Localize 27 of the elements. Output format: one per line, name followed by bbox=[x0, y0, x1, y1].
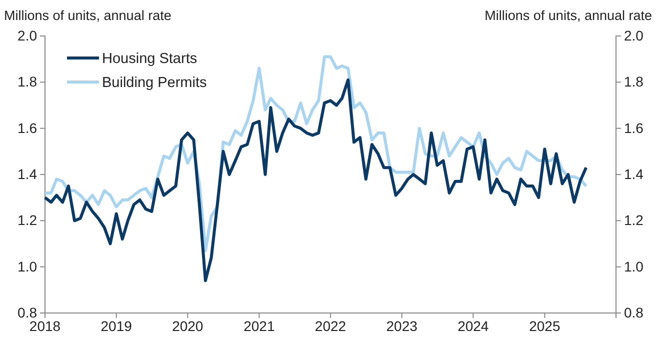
y2-axis-title: Millions of units, annual rate bbox=[484, 8, 652, 23]
x-tick-label: 2024 bbox=[458, 318, 489, 334]
y2-tick-label: 1.6 bbox=[624, 120, 644, 136]
x-tick-label: 2018 bbox=[29, 318, 61, 334]
y2-tick-label: 1.8 bbox=[624, 74, 644, 90]
x-tick-label: 2021 bbox=[244, 318, 275, 334]
legend-label: Building Permits bbox=[102, 75, 207, 91]
y-axis-title: Millions of units, annual rate bbox=[4, 8, 172, 23]
y2-tick-label: 1.2 bbox=[624, 212, 644, 228]
y-tick-label: 1.2 bbox=[18, 212, 38, 228]
y2-tick-label: 1.0 bbox=[624, 258, 644, 274]
y2-tick-label: 2.0 bbox=[624, 27, 644, 44]
y-tick-label: 1.4 bbox=[18, 166, 38, 182]
legend-label: Housing Starts bbox=[102, 51, 198, 67]
x-tick-label: 2019 bbox=[100, 318, 132, 334]
y-tick-label: 1.8 bbox=[18, 74, 38, 90]
y-tick-label: 2.0 bbox=[18, 27, 38, 44]
y2-tick-label: 1.4 bbox=[624, 166, 644, 182]
y2-tick-label: 0.8 bbox=[624, 304, 644, 320]
x-tick-label: 2025 bbox=[529, 318, 560, 334]
y-tick-label: 1.0 bbox=[18, 258, 38, 274]
line-series bbox=[44, 78, 588, 282]
x-tick-label: 2020 bbox=[172, 318, 204, 334]
x-tick-label: 2023 bbox=[386, 318, 418, 334]
y-tick-label: 1.6 bbox=[18, 120, 38, 136]
x-tick-label: 2022 bbox=[314, 318, 346, 334]
y-tick-label: 0.8 bbox=[18, 304, 38, 320]
